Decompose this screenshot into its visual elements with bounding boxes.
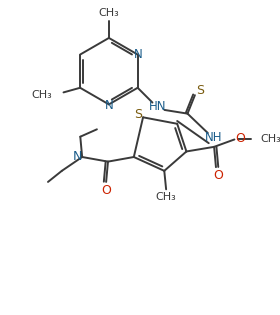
- Text: N: N: [134, 48, 143, 61]
- Text: N: N: [104, 99, 113, 112]
- Text: CH₃: CH₃: [99, 8, 119, 18]
- Text: S: S: [134, 108, 143, 121]
- Text: HN: HN: [149, 100, 167, 113]
- Text: CH₃: CH₃: [156, 192, 176, 202]
- Text: O: O: [213, 169, 223, 182]
- Text: CH₃: CH₃: [260, 135, 280, 145]
- Text: O: O: [235, 132, 245, 145]
- Text: NH: NH: [205, 131, 222, 144]
- Text: O: O: [101, 184, 111, 197]
- Text: S: S: [197, 84, 204, 97]
- Text: CH₃: CH₃: [32, 90, 52, 100]
- Text: N: N: [73, 150, 82, 163]
